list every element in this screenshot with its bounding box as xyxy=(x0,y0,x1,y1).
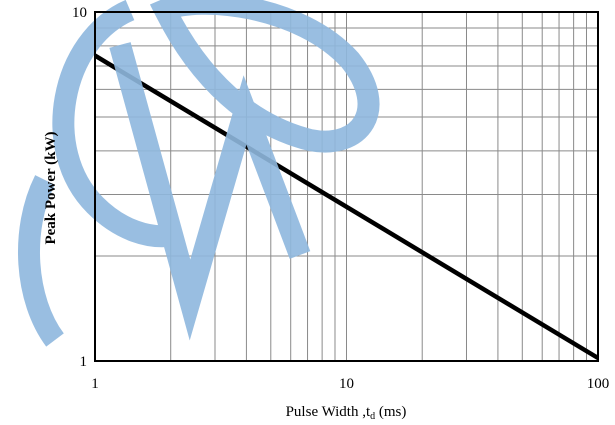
series-line-0 xyxy=(93,53,600,360)
grid xyxy=(95,12,598,361)
y-tick-label: 10 xyxy=(72,5,87,21)
x-tick-labels: 1 10 100 xyxy=(91,376,609,392)
x-tick-label: 1 xyxy=(91,376,99,392)
plot-frame xyxy=(94,11,599,362)
x-tick-label: 10 xyxy=(339,376,354,392)
x-axis-label-unit: (ms) xyxy=(375,404,406,420)
y-tick-labels: 1 10 xyxy=(72,5,87,370)
x-axis-label-subscript: d xyxy=(370,411,375,422)
x-axis-label-main: Pulse Width ,t xyxy=(286,404,371,420)
y-tick-label: 1 xyxy=(80,354,88,370)
plot-series xyxy=(93,53,600,360)
y-axis-label: Peak Power (kW) xyxy=(43,131,59,244)
x-tick-label: 100 xyxy=(587,376,610,392)
watermark-logo xyxy=(17,0,380,347)
x-axis-label: Pulse Width ,td (ms) xyxy=(286,404,407,422)
